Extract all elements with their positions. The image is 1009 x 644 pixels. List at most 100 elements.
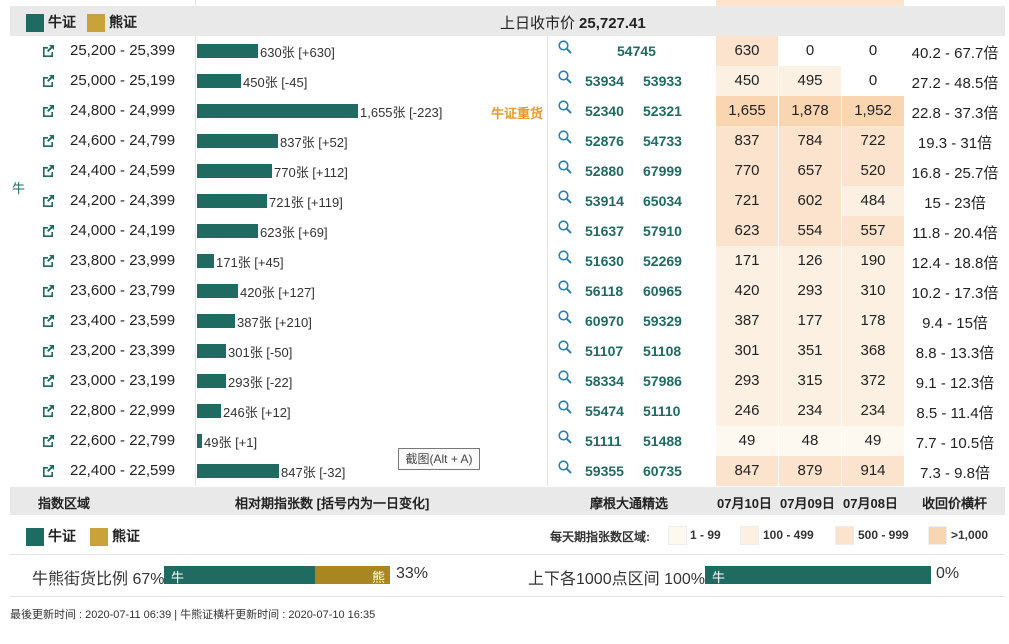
table-row: 450 495 0 25,000 - 25,199 450张 [-45] 53934 539… xyxy=(0,66,1009,96)
volume-bar-label: 630张 [+630] xyxy=(260,45,335,60)
warrant-code-link[interactable]: 51107 xyxy=(585,343,624,359)
warrant-code-link[interactable]: 54733 xyxy=(643,133,682,149)
external-link-icon[interactable] xyxy=(41,194,55,208)
search-icon[interactable] xyxy=(557,99,573,115)
search-icon[interactable] xyxy=(557,369,573,385)
count-d08: 190 xyxy=(842,246,904,276)
warrant-code-link[interactable]: 51637 xyxy=(585,223,624,239)
warrant-code-link[interactable]: 53914 xyxy=(585,193,624,209)
search-icon[interactable] xyxy=(557,459,573,475)
volume-bar-label: 1,655张 [-223] xyxy=(360,105,443,120)
table-row: 721 602 484 24,200 - 24,399 721张 [+119] 53914… xyxy=(0,186,1009,216)
external-link-icon[interactable] xyxy=(41,344,55,358)
index-range: 25,000 - 25,199 xyxy=(70,72,176,89)
count-d09: 234 xyxy=(779,396,841,426)
search-icon[interactable] xyxy=(557,189,573,205)
search-icon[interactable] xyxy=(557,339,573,355)
table-row: 301 351 368 23,200 - 23,399 301张 [-50] 51107 5… xyxy=(0,336,1009,366)
warrant-code-link[interactable]: 52876 xyxy=(585,133,624,149)
warrant-code-link[interactable]: 53933 xyxy=(643,73,682,89)
warrant-code-link[interactable]: 59355 xyxy=(585,463,624,479)
warrant-code-link[interactable]: 51110 xyxy=(643,403,681,419)
warrant-code-link[interactable]: 51111 xyxy=(585,433,622,449)
external-link-icon[interactable] xyxy=(41,404,55,418)
bear-swatch xyxy=(87,14,105,33)
divider xyxy=(10,554,1005,555)
external-link-icon[interactable] xyxy=(41,164,55,178)
warrant-code-link[interactable]: 51108 xyxy=(643,343,682,359)
volume-bar xyxy=(197,464,279,478)
warrant-code-link[interactable]: 67999 xyxy=(643,163,682,179)
count-d09: 784 xyxy=(779,126,841,156)
column-footer-header: 指数区域 相对期指张数 [括号内为一日变化] 摩根大通精选 07月10日 07月… xyxy=(10,487,1005,515)
search-icon[interactable] xyxy=(557,279,573,295)
heat-label-2: 100 - 499 xyxy=(763,528,814,542)
external-link-icon[interactable] xyxy=(41,44,55,58)
search-icon[interactable] xyxy=(557,429,573,445)
external-link-icon[interactable] xyxy=(41,134,55,148)
count-d09: 554 xyxy=(779,216,841,246)
count-d10: 387 xyxy=(716,306,778,336)
search-icon[interactable] xyxy=(557,129,573,145)
warrant-code-link[interactable]: 54745 xyxy=(617,43,656,59)
search-icon[interactable] xyxy=(557,159,573,175)
warrant-code-link[interactable]: 52880 xyxy=(585,163,624,179)
search-icon[interactable] xyxy=(557,69,573,85)
search-icon[interactable] xyxy=(557,249,573,265)
count-d08: 520 xyxy=(842,156,904,186)
warrant-code-link[interactable]: 52269 xyxy=(643,253,682,269)
external-link-icon[interactable] xyxy=(41,74,55,88)
warrant-code-link[interactable]: 51630 xyxy=(585,253,624,269)
external-link-icon[interactable] xyxy=(41,104,55,118)
external-link-icon[interactable] xyxy=(41,434,55,448)
index-range: 23,400 - 23,599 xyxy=(70,312,176,329)
warrant-code-link[interactable]: 53934 xyxy=(585,73,624,89)
warrant-code-link[interactable]: 60970 xyxy=(585,313,624,329)
warrant-code-link[interactable]: 51488 xyxy=(643,433,682,449)
count-d08: 368 xyxy=(842,336,904,366)
warrant-code-link[interactable]: 52321 xyxy=(643,103,682,119)
search-icon[interactable] xyxy=(557,309,573,325)
col-d08-header: 07月08日 xyxy=(843,496,898,511)
warrant-code-link[interactable]: 59329 xyxy=(643,313,682,329)
search-icon[interactable] xyxy=(557,39,573,55)
count-d09: 177 xyxy=(779,306,841,336)
leverage-range: 12.4 - 18.8倍 xyxy=(911,255,999,272)
warrant-code-link[interactable]: 57986 xyxy=(643,373,682,389)
external-link-icon[interactable] xyxy=(41,464,55,478)
col-relative-header: 相对期指张数 [括号内为一日变化] xyxy=(235,496,430,511)
volume-bar xyxy=(197,434,202,448)
range-ratio-fill xyxy=(705,566,931,584)
warrant-code-link[interactable]: 57910 xyxy=(643,223,682,239)
external-link-icon[interactable] xyxy=(41,254,55,268)
warrant-code-link[interactable]: 56118 xyxy=(585,283,624,299)
warrant-code-link[interactable]: 65034 xyxy=(643,193,682,209)
index-range: 25,200 - 25,399 xyxy=(70,42,176,59)
count-d10: 246 xyxy=(716,396,778,426)
count-d08: 484 xyxy=(842,186,904,216)
external-link-icon[interactable] xyxy=(41,224,55,238)
legend-bear-bottom: 熊证 xyxy=(90,526,140,547)
table-row: 1,655 1,878 1,952 24,800 - 24,999 1,655张 [-2… xyxy=(0,96,1009,126)
search-icon[interactable] xyxy=(557,219,573,235)
search-icon[interactable] xyxy=(557,399,573,415)
table-row: 293 315 372 23,000 - 23,199 293张 [-22] 58334 5… xyxy=(0,366,1009,396)
leverage-range: 19.3 - 31倍 xyxy=(917,135,993,152)
warrant-code-link[interactable]: 58334 xyxy=(585,373,624,389)
external-link-icon[interactable] xyxy=(41,284,55,298)
divider xyxy=(195,0,196,6)
count-d08: 310 xyxy=(842,276,904,306)
external-link-icon[interactable] xyxy=(41,374,55,388)
warrant-code-link[interactable]: 60735 xyxy=(643,463,682,479)
warrant-code-link[interactable]: 55474 xyxy=(585,403,624,419)
heat-label-3: 500 - 999 xyxy=(858,528,909,542)
warrant-code-link[interactable]: 60965 xyxy=(643,283,682,299)
volume-bar-label: 49张 [+1] xyxy=(204,435,258,450)
external-link-icon[interactable] xyxy=(41,314,55,328)
heat-label-4: >1,000 xyxy=(951,528,989,542)
warrant-code-link[interactable]: 52340 xyxy=(585,103,624,119)
leverage-range: 15 - 23倍 xyxy=(924,195,986,212)
bear-tag: 熊 xyxy=(371,570,385,585)
count-d10: 171 xyxy=(716,246,778,276)
divider xyxy=(10,596,1005,597)
